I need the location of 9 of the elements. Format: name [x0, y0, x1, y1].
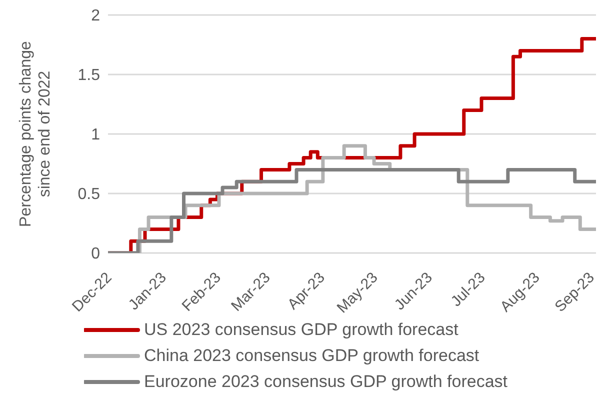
- y-axis-title: Percentage points change since end of 2022: [18, 40, 54, 227]
- legend-label: Eurozone 2023 consensus GDP growth forecast: [144, 371, 508, 393]
- y-tick-label: 1: [91, 126, 100, 144]
- y-tick-label: 2: [91, 8, 100, 25]
- y-tick-label: 0: [91, 246, 100, 263]
- legend-label: China 2023 consensus GDP growth forecast: [144, 345, 480, 367]
- y-tick-label: 0.5: [78, 186, 100, 204]
- y-tick-label: 1.5: [78, 67, 100, 84]
- legend-label: US 2023 consensus GDP growth forecast: [144, 319, 458, 341]
